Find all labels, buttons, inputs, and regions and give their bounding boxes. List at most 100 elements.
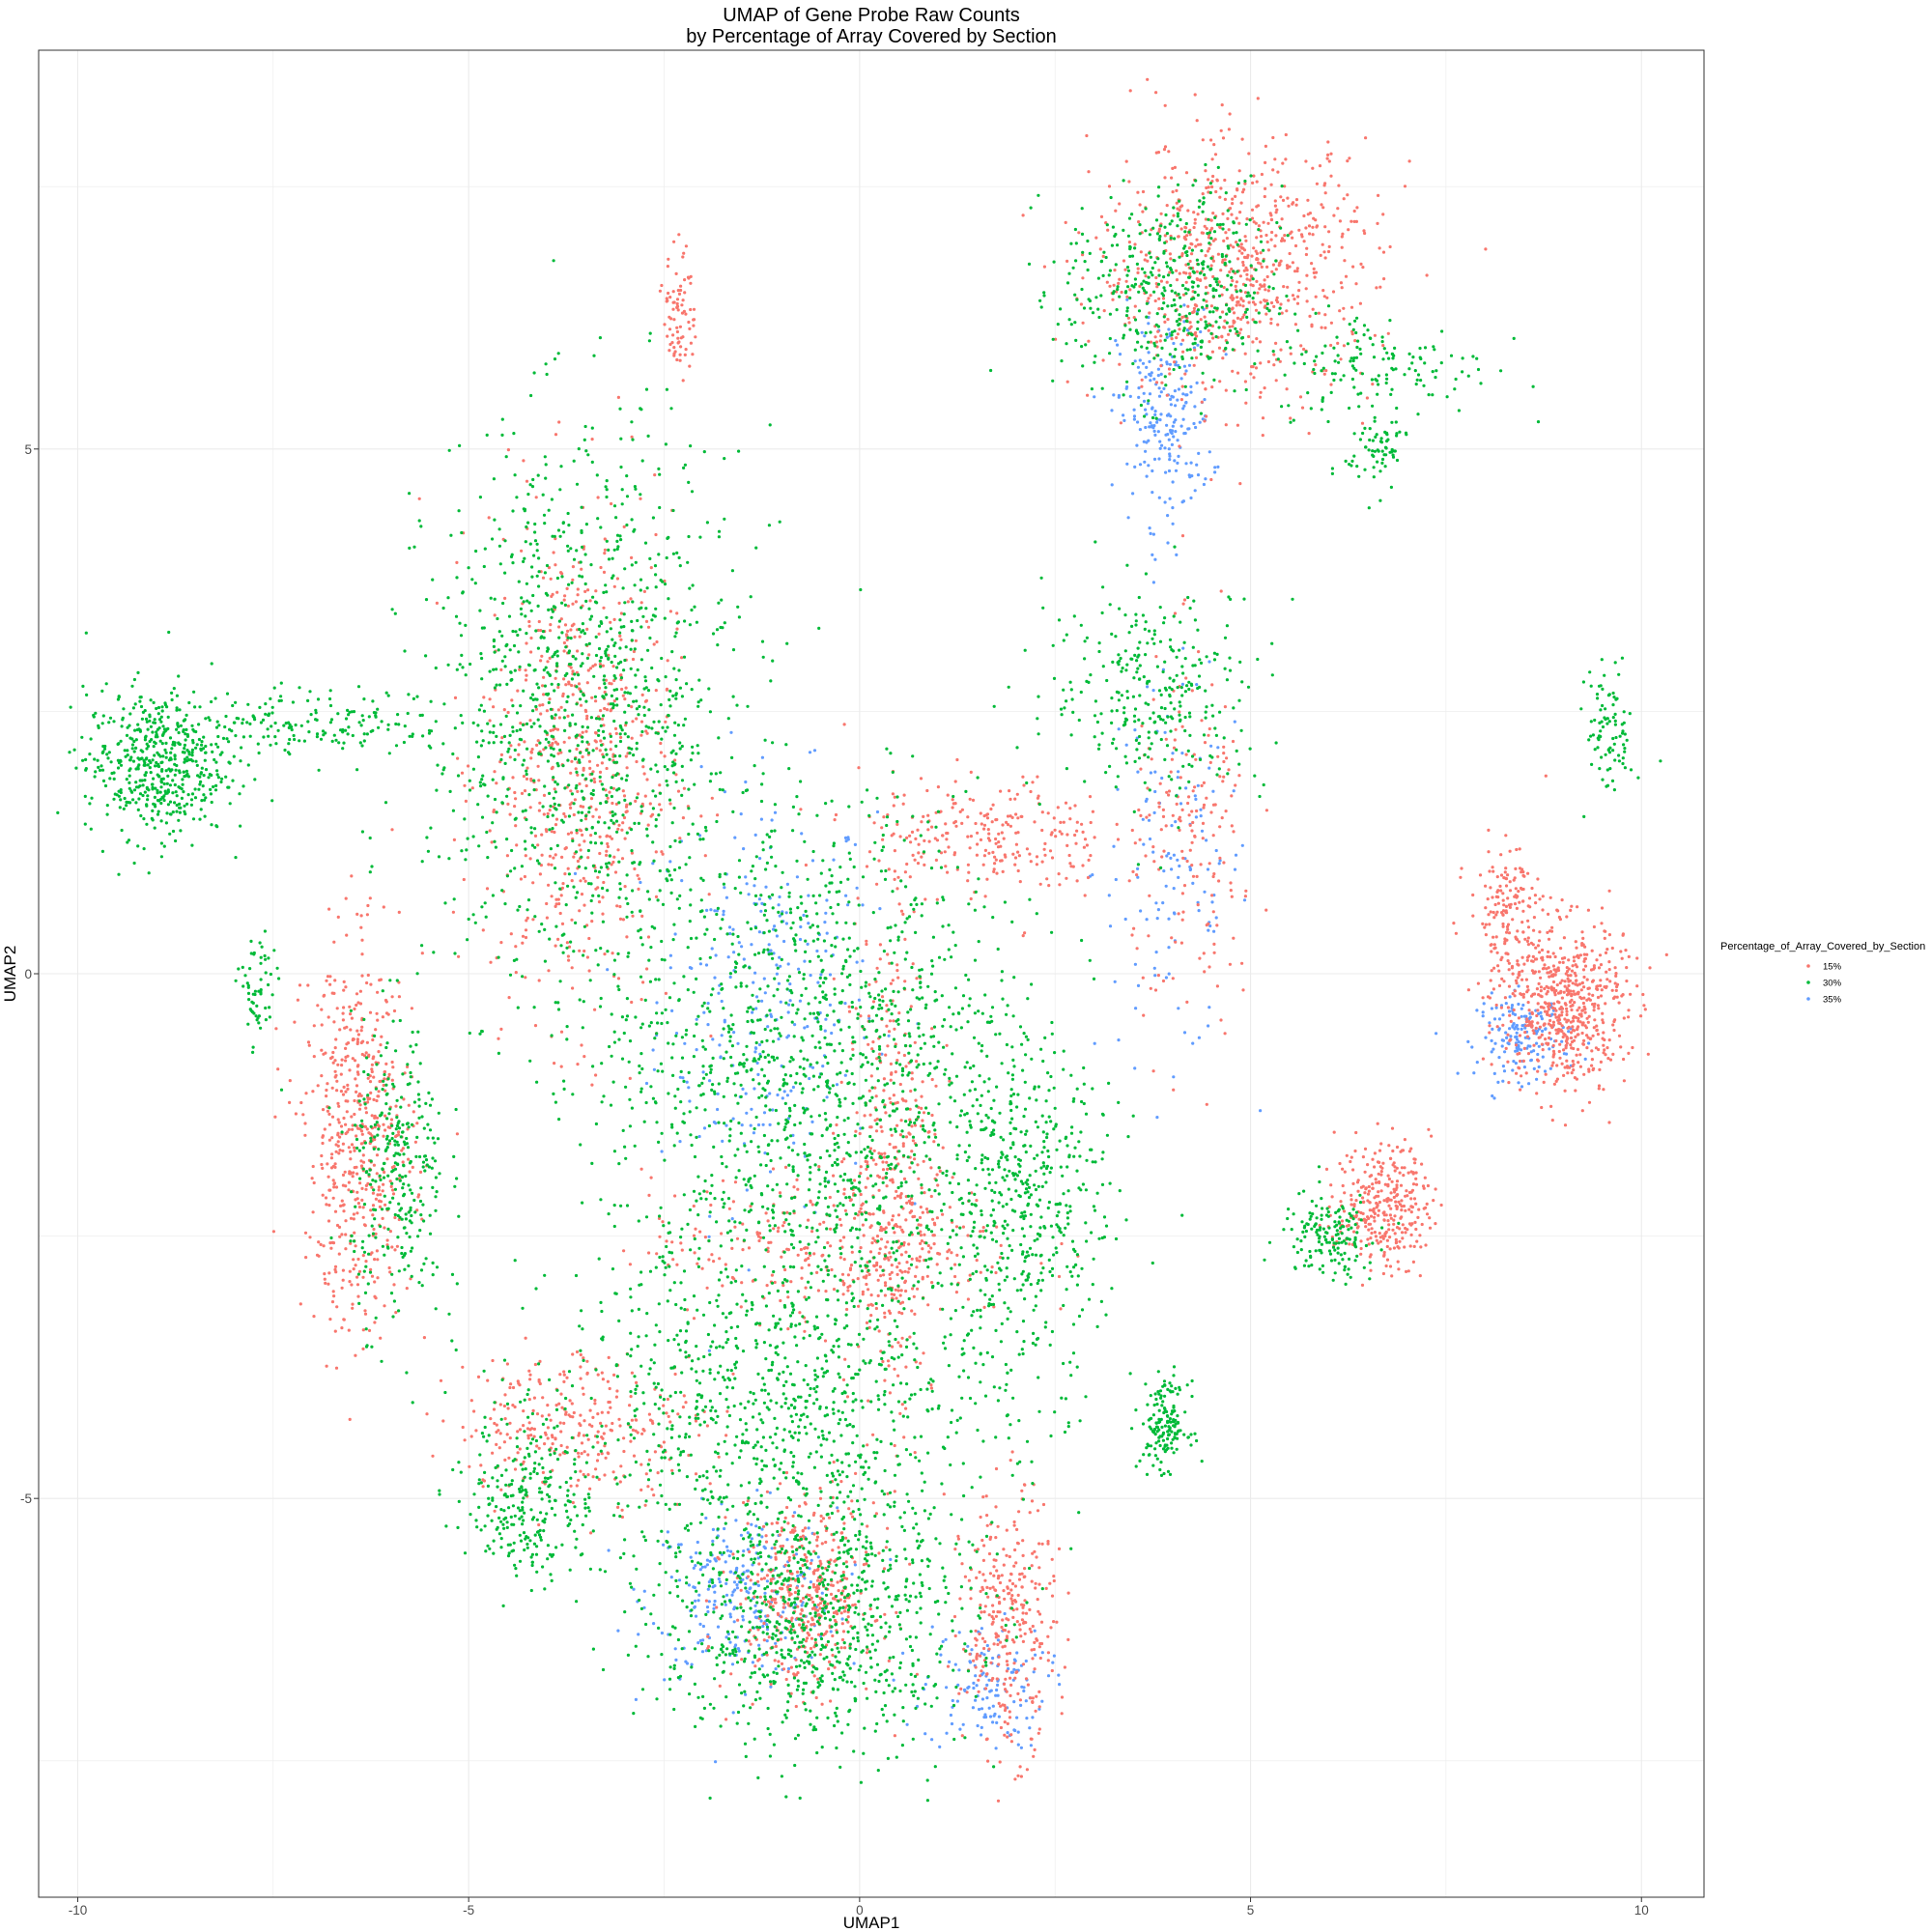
data-point — [1296, 295, 1300, 298]
data-point — [1115, 290, 1119, 294]
data-point — [992, 1642, 996, 1646]
data-point — [1201, 231, 1206, 235]
data-point — [582, 805, 585, 809]
data-point — [832, 1611, 837, 1615]
data-point — [865, 1282, 868, 1287]
data-point — [727, 1554, 731, 1558]
data-point — [1314, 270, 1319, 274]
data-point — [815, 1544, 819, 1548]
data-point — [812, 1572, 816, 1576]
data-point — [1281, 198, 1286, 202]
data-point — [718, 1580, 722, 1584]
data-point — [998, 1256, 1003, 1260]
data-point — [1219, 269, 1223, 272]
data-point — [1163, 145, 1168, 149]
data-point — [603, 548, 608, 552]
data-point — [565, 586, 569, 591]
data-point — [851, 1047, 855, 1051]
data-point — [330, 1115, 335, 1119]
data-point — [542, 812, 546, 816]
data-point — [778, 1533, 782, 1537]
data-point — [638, 877, 641, 881]
data-point — [736, 1041, 740, 1045]
data-point — [1028, 1511, 1032, 1515]
data-point — [960, 808, 965, 811]
data-point — [756, 1628, 760, 1632]
data-point — [1051, 1661, 1055, 1664]
data-point — [1186, 427, 1190, 431]
data-point — [784, 1470, 789, 1475]
data-point — [997, 1575, 1001, 1578]
data-point — [1222, 759, 1226, 764]
data-point — [1229, 243, 1233, 247]
data-point — [692, 1566, 696, 1570]
data-point — [980, 1733, 983, 1737]
data-point — [730, 1662, 735, 1666]
data-point — [728, 931, 732, 936]
data-point — [969, 770, 973, 775]
data-point — [1018, 1623, 1022, 1627]
data-point — [985, 1696, 989, 1700]
data-point — [749, 1578, 753, 1582]
data-point — [1153, 412, 1157, 416]
data-point — [1003, 1629, 1007, 1633]
data-point — [549, 728, 553, 733]
data-point — [696, 1641, 700, 1645]
data-point — [830, 1031, 834, 1036]
data-point — [844, 839, 848, 843]
data-point — [662, 1543, 666, 1547]
data-point — [508, 1421, 512, 1425]
data-point — [625, 810, 629, 813]
data-point — [910, 1124, 914, 1128]
data-point — [566, 629, 570, 634]
data-point — [1255, 337, 1259, 341]
data-point — [517, 753, 521, 756]
data-point — [482, 696, 486, 699]
data-point — [803, 1246, 807, 1250]
data-point — [722, 909, 725, 914]
data-point — [587, 969, 591, 973]
data-point — [540, 853, 544, 857]
data-point — [732, 1277, 736, 1281]
data-point — [911, 1139, 916, 1143]
data-point — [824, 1528, 829, 1533]
data-point — [1210, 894, 1214, 897]
data-point — [655, 1001, 659, 1005]
data-point — [509, 744, 513, 748]
data-point — [943, 850, 947, 854]
data-point — [1205, 796, 1208, 800]
data-point — [800, 1276, 804, 1280]
data-point — [605, 849, 609, 853]
data-point — [1149, 340, 1153, 344]
data-point — [550, 895, 554, 898]
data-point — [1052, 1575, 1056, 1578]
data-point — [782, 1090, 786, 1094]
data-point — [1184, 401, 1188, 405]
data-point — [914, 1098, 918, 1102]
data-point — [320, 1008, 324, 1011]
data-point — [354, 1264, 357, 1267]
data-point — [1005, 1660, 1009, 1663]
data-point — [1143, 258, 1147, 262]
data-point — [925, 1210, 930, 1214]
data-point — [562, 740, 566, 744]
data-point — [803, 959, 807, 963]
data-point — [798, 937, 803, 942]
data-point — [1317, 311, 1321, 315]
data-point — [682, 1394, 686, 1398]
data-point — [1113, 269, 1117, 272]
data-point — [1006, 1735, 1009, 1739]
data-point — [557, 716, 562, 720]
data-point — [1242, 898, 1247, 902]
data-point — [1224, 231, 1228, 235]
data-point — [1012, 1564, 1016, 1568]
data-point — [707, 1258, 711, 1262]
data-point — [1187, 795, 1191, 799]
data-point — [735, 1236, 740, 1240]
data-point — [754, 1007, 758, 1010]
data-point — [787, 1593, 792, 1597]
data-point — [1193, 794, 1197, 798]
data-point — [533, 1024, 538, 1028]
data-point — [1075, 829, 1079, 833]
data-point — [980, 1538, 984, 1543]
